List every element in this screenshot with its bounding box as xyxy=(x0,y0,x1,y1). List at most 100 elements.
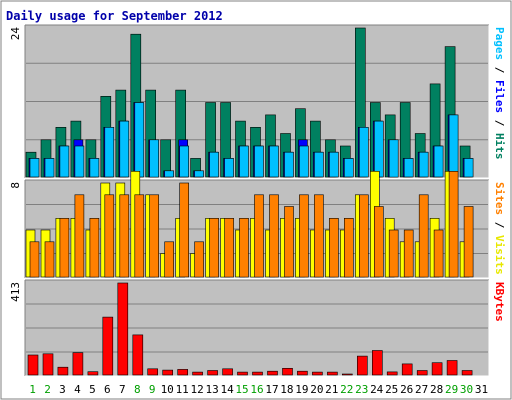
bar-pages-day-4 xyxy=(74,145,85,178)
bar-pages-day-25 xyxy=(388,139,399,178)
bar-pages-day-11 xyxy=(179,145,189,178)
bar-pages-day-23 xyxy=(358,127,369,178)
bar-kbytes-day-8 xyxy=(132,334,144,376)
bar-pages-day-21 xyxy=(329,151,339,178)
bar-sites-day-19 xyxy=(299,194,309,278)
legend-entry: Hits xyxy=(493,133,506,160)
bar-kbytes-day-23 xyxy=(356,355,368,376)
bar-kbytes-day-18 xyxy=(282,367,293,376)
bar-kbytes-day-13 xyxy=(207,370,218,376)
bar-sites-day-17 xyxy=(269,194,279,278)
bar-sites-day-7 xyxy=(119,194,130,278)
bar-sites-day-29 xyxy=(448,171,459,278)
bar-sites-day-2 xyxy=(44,241,55,278)
bar-sites-day-26 xyxy=(403,229,414,278)
bar-kbytes-day-12 xyxy=(192,371,203,376)
day-label-17: 17 xyxy=(265,383,278,396)
bar-sites-day-6 xyxy=(104,194,115,278)
bar-sites-day-12 xyxy=(194,241,204,278)
day-label-24: 24 xyxy=(370,383,384,396)
bar-pages-day-10 xyxy=(164,170,174,178)
panel-pages-files-hits-ymax-label: 24 xyxy=(9,27,22,41)
bar-pages-day-3 xyxy=(59,145,70,178)
panel-visits-sites-legend: Sites / Visits xyxy=(493,182,506,275)
day-label-15: 15 xyxy=(235,383,248,396)
bar-sites-day-1 xyxy=(29,241,40,278)
bar-pages-day-12 xyxy=(194,170,204,178)
bar-kbytes-day-19 xyxy=(297,370,308,376)
bar-kbytes-day-5 xyxy=(87,371,99,376)
bar-kbytes-day-4 xyxy=(72,352,84,376)
bar-kbytes-day-16 xyxy=(252,371,263,376)
bar-sites-day-22 xyxy=(343,218,354,278)
bar-kbytes-day-6 xyxy=(102,316,114,376)
day-label-28: 28 xyxy=(430,383,443,396)
bar-pages-day-6 xyxy=(104,127,115,178)
bar-pages-day-7 xyxy=(119,120,130,178)
day-label-3: 3 xyxy=(59,383,66,396)
bar-kbytes-day-21 xyxy=(327,371,338,376)
legend-entry: / xyxy=(493,113,506,133)
day-label-29: 29 xyxy=(445,383,458,396)
bar-sites-day-25 xyxy=(388,229,399,278)
legend-entry: Visits xyxy=(493,235,506,275)
day-label-8: 8 xyxy=(134,383,141,396)
day-label-23: 23 xyxy=(355,383,368,396)
legend-entry: / xyxy=(493,60,506,80)
day-label-9: 9 xyxy=(149,383,156,396)
bar-kbytes-day-30 xyxy=(461,370,473,376)
day-label-13: 13 xyxy=(205,383,218,396)
bar-kbytes-day-28 xyxy=(431,362,443,376)
bar-pages-day-17 xyxy=(269,145,279,178)
bar-sites-day-15 xyxy=(239,218,249,278)
bar-pages-day-16 xyxy=(254,145,264,178)
panel-pages-files-hits: 24 Pages / Files / Hits xyxy=(9,24,506,179)
day-label-7: 7 xyxy=(119,383,126,396)
bar-sites-day-9 xyxy=(149,194,159,278)
day-label-5: 5 xyxy=(89,383,96,396)
bar-sites-day-5 xyxy=(89,218,100,278)
legend-entry: / xyxy=(493,215,506,235)
bar-pages-day-29 xyxy=(448,114,459,178)
day-label-25: 25 xyxy=(385,383,398,396)
chart-title: Daily usage for September 2012 xyxy=(6,9,223,23)
panel-kbytes-ymax-label: 413 xyxy=(9,282,22,302)
day-label-2: 2 xyxy=(44,383,51,396)
bar-kbytes-day-2 xyxy=(42,353,54,376)
bar-kbytes-day-9 xyxy=(147,368,158,376)
bar-sites-day-18 xyxy=(284,206,294,278)
bar-pages-day-30 xyxy=(463,158,474,178)
day-label-27: 27 xyxy=(415,383,428,396)
day-label-21: 21 xyxy=(325,383,338,396)
bar-kbytes-day-7 xyxy=(117,282,129,376)
bar-sites-day-20 xyxy=(314,194,324,278)
panel-kbytes: 413 KBytes xyxy=(9,279,506,377)
bar-kbytes-day-22 xyxy=(341,373,353,376)
day-label-30: 30 xyxy=(460,383,473,396)
day-label-12: 12 xyxy=(190,383,203,396)
day-label-11: 11 xyxy=(176,383,189,396)
bar-pages-day-8 xyxy=(134,102,145,178)
bar-pages-day-14 xyxy=(224,158,234,178)
legend-entry: KBytes xyxy=(493,282,506,322)
bar-pages-day-28 xyxy=(433,145,444,178)
day-label-16: 16 xyxy=(250,383,263,396)
bar-pages-day-22 xyxy=(343,158,354,178)
bar-kbytes-day-10 xyxy=(162,369,173,376)
day-label-20: 20 xyxy=(310,383,323,396)
bar-pages-day-2 xyxy=(44,158,55,178)
bar-pages-day-26 xyxy=(403,158,414,178)
bar-pages-day-19 xyxy=(299,145,309,178)
panel-kbytes-legend: KBytes xyxy=(493,282,506,322)
bar-kbytes-day-1 xyxy=(27,354,39,376)
bar-sites-day-13 xyxy=(209,218,219,278)
day-label-10: 10 xyxy=(161,383,174,396)
bar-kbytes-day-25 xyxy=(386,371,398,376)
bar-kbytes-day-20 xyxy=(312,371,323,376)
bar-pages-day-24 xyxy=(373,120,384,178)
panel-visits-sites: 8 Sites / Visits xyxy=(9,171,506,279)
bar-pages-day-1 xyxy=(29,158,40,178)
day-label-22: 22 xyxy=(340,383,353,396)
